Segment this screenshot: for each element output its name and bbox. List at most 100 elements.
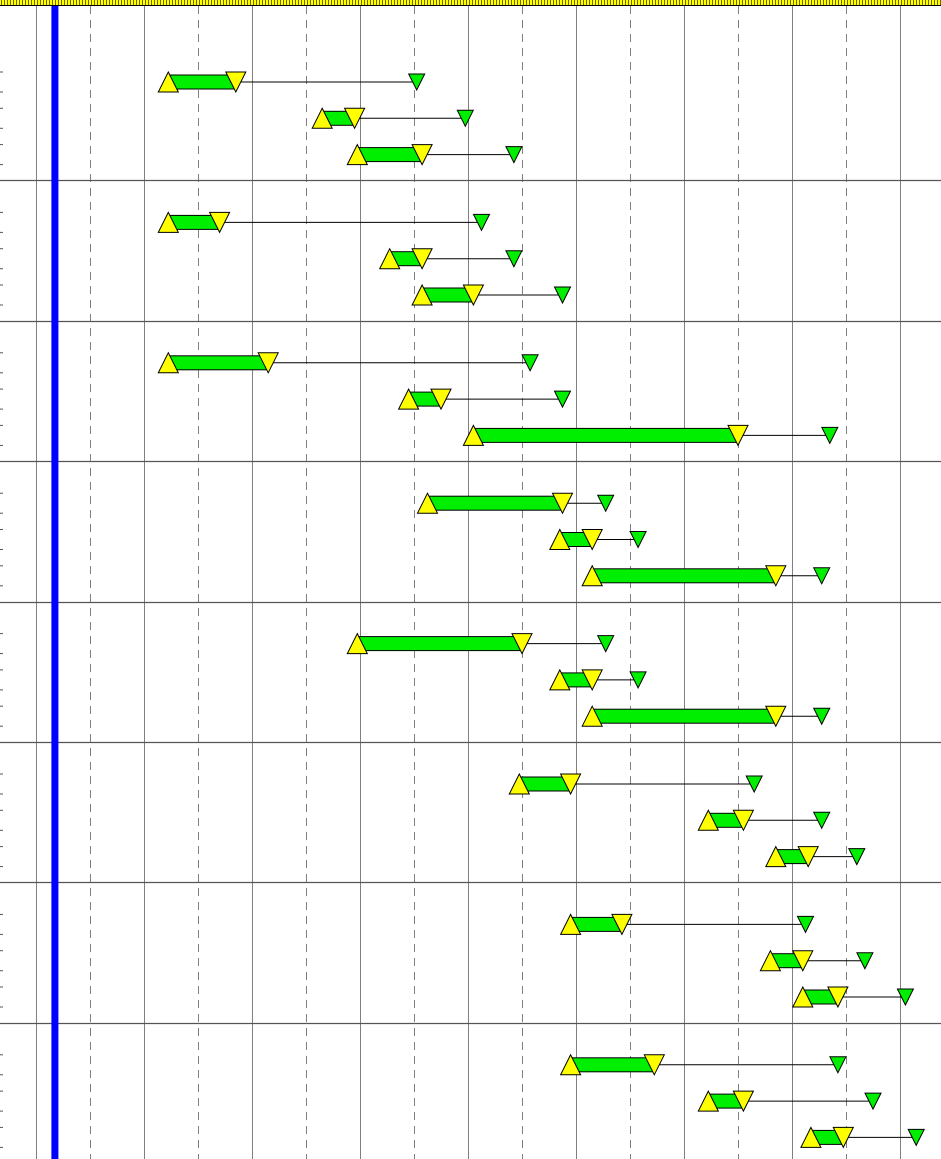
task-row (697, 809, 831, 832)
task-row (581, 705, 831, 728)
task-bar (591, 568, 777, 584)
start-marker (559, 913, 582, 935)
finish-marker (611, 913, 633, 936)
start-marker (346, 143, 369, 166)
finish-marker (727, 424, 749, 447)
task-row (462, 424, 839, 447)
task-bar (356, 147, 423, 163)
task-row (559, 1053, 847, 1076)
task-group (416, 492, 831, 587)
start-marker (378, 247, 401, 270)
start-marker (157, 70, 180, 93)
task-row (764, 845, 866, 868)
finish-marker (643, 1054, 666, 1076)
finish-marker (224, 71, 247, 94)
deadline-marker (907, 1128, 926, 1147)
finish-marker (511, 633, 533, 655)
header-fill (0, 0, 941, 6)
task-row (508, 772, 764, 796)
task-row (157, 211, 491, 234)
task-row (346, 632, 615, 655)
deadline-marker (856, 952, 874, 970)
today-marker-line (51, 6, 59, 1159)
task-bar (591, 708, 777, 724)
task-bar (167, 355, 269, 371)
finish-marker (551, 492, 574, 515)
task-group (157, 70, 523, 166)
deadline-marker (812, 707, 831, 726)
start-marker (157, 351, 180, 374)
finish-marker (581, 529, 604, 551)
start-marker (548, 668, 571, 691)
start-marker (157, 211, 180, 233)
task-bar (167, 74, 237, 90)
task-group (559, 913, 915, 1009)
start-marker (311, 107, 334, 129)
deadline-marker (596, 494, 615, 513)
task-row (548, 668, 647, 692)
finish-marker (559, 773, 582, 796)
task-bar (427, 495, 563, 511)
task-row (311, 107, 475, 130)
start-marker (548, 528, 571, 550)
finish-marker (732, 809, 755, 832)
task-row (697, 1089, 882, 1113)
task-group (157, 211, 572, 307)
timescale-header (0, 0, 941, 6)
task-bar (356, 636, 523, 652)
finish-marker (732, 1090, 755, 1113)
task-row (157, 351, 539, 374)
finish-marker (430, 388, 452, 411)
deadline-marker (796, 915, 815, 934)
task-row (548, 528, 647, 551)
deadline-marker (505, 250, 523, 268)
start-marker (764, 845, 787, 868)
finish-marker (797, 846, 820, 868)
start-marker (800, 1126, 822, 1148)
start-marker (346, 632, 369, 655)
start-marker (397, 387, 420, 410)
finish-marker (462, 284, 485, 307)
task-group (157, 351, 839, 447)
task-row (157, 70, 426, 94)
start-marker (508, 772, 531, 795)
tasks (157, 70, 926, 1149)
start-marker (462, 424, 485, 446)
deadline-marker (745, 775, 764, 794)
deadline-marker (596, 635, 615, 653)
task-row (411, 283, 572, 307)
finish-marker (411, 248, 433, 270)
task-bar (570, 1057, 655, 1073)
start-marker (416, 492, 439, 514)
task-row (378, 247, 523, 270)
finish-marker (764, 565, 787, 587)
deadline-marker (629, 531, 647, 549)
group-dividers (0, 71, 941, 1148)
deadline-marker (407, 73, 426, 92)
task-bar (472, 427, 739, 443)
finish-marker (411, 144, 433, 166)
start-marker (559, 1053, 582, 1076)
task-row (800, 1126, 926, 1149)
task-group (346, 632, 831, 728)
deadline-marker (456, 109, 475, 128)
deadline-marker (896, 988, 915, 1007)
deadline-marker (829, 1056, 847, 1074)
start-marker (411, 283, 433, 306)
start-marker (581, 564, 604, 587)
deadline-marker (553, 390, 572, 409)
task-row (346, 143, 523, 166)
start-marker (697, 809, 720, 831)
start-marker (697, 1089, 720, 1112)
deadline-marker (553, 286, 572, 305)
deadline-marker (521, 354, 539, 372)
start-marker (791, 985, 814, 1008)
deadline-marker (864, 1092, 882, 1111)
deadline-marker (629, 671, 647, 690)
deadline-marker (820, 426, 839, 445)
deadline-marker (847, 848, 866, 866)
task-row (759, 949, 874, 972)
deadline-marker (812, 567, 831, 585)
